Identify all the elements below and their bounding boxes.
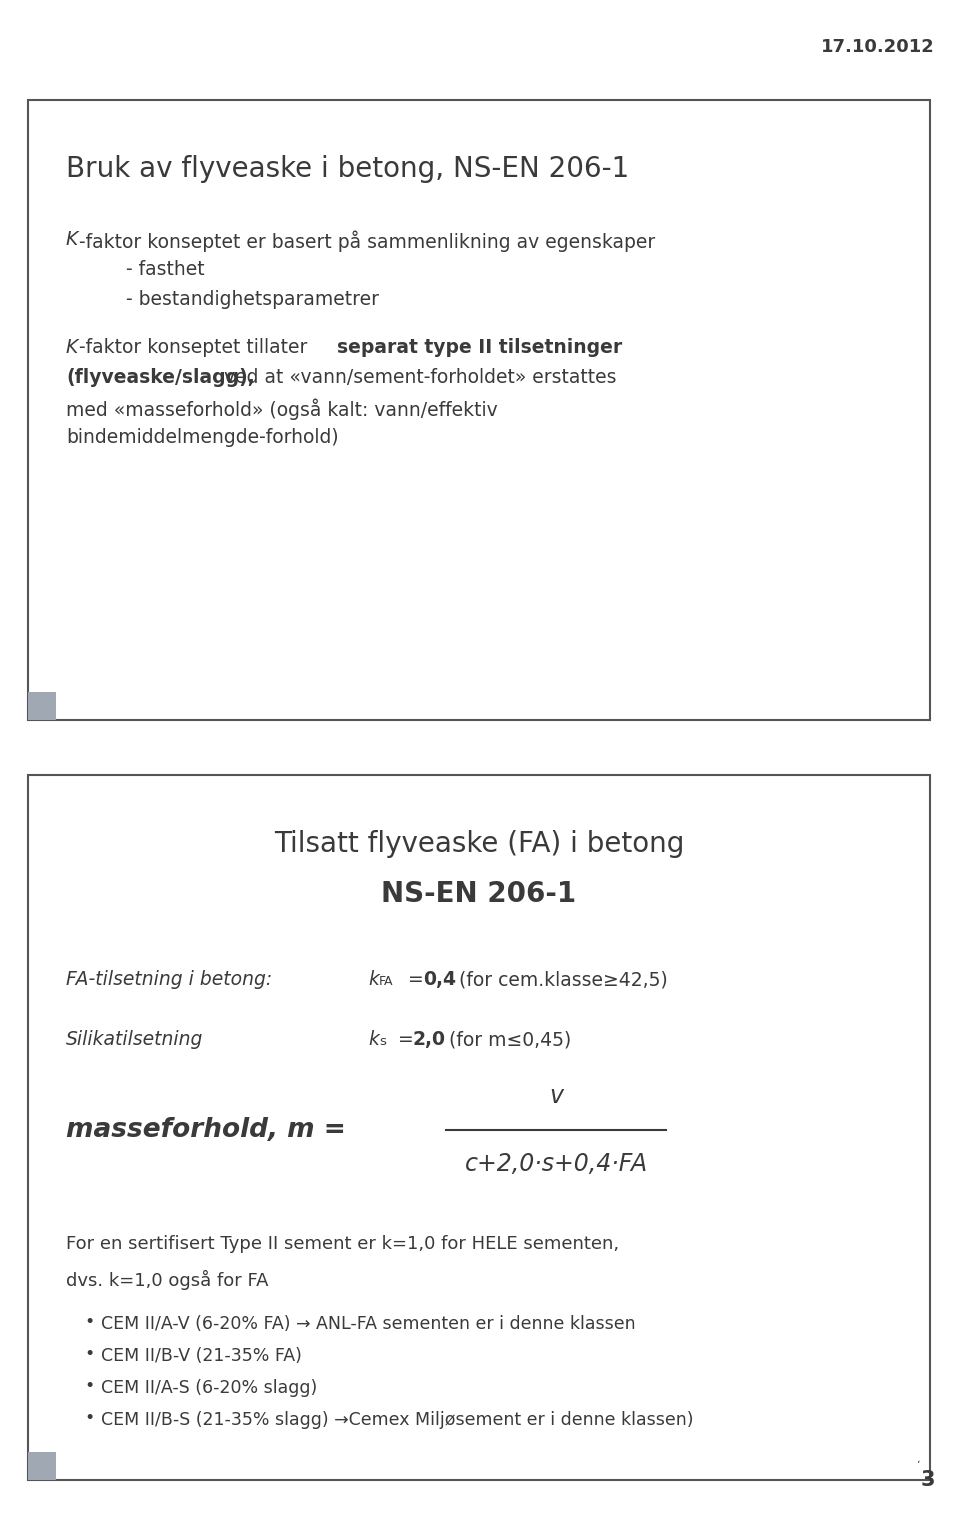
Text: ved at «vann/sement-forholdet» erstattes: ved at «vann/sement-forholdet» erstattes xyxy=(218,368,616,388)
Text: Bruk av flyveaske i betong, NS-EN 206-1: Bruk av flyveaske i betong, NS-EN 206-1 xyxy=(66,156,629,183)
Text: FA-tilsetning i betong:: FA-tilsetning i betong: xyxy=(66,971,273,989)
Text: =: = xyxy=(402,971,430,989)
Text: =: = xyxy=(392,1030,420,1048)
Text: K: K xyxy=(66,230,79,249)
FancyBboxPatch shape xyxy=(28,775,930,1480)
Text: K: K xyxy=(66,337,79,357)
Text: masseforhold, m =: masseforhold, m = xyxy=(66,1117,346,1143)
Text: (for cem.klasse≥42,5): (for cem.klasse≥42,5) xyxy=(453,971,668,989)
Text: 2,0: 2,0 xyxy=(413,1030,446,1048)
Text: ʼ: ʼ xyxy=(917,1460,920,1470)
Text: k: k xyxy=(368,1030,379,1048)
Text: -faktor konseptet tillater: -faktor konseptet tillater xyxy=(79,337,313,357)
Text: med «masseforhold» (også kalt: vann/effektiv: med «masseforhold» (også kalt: vann/effe… xyxy=(66,398,497,420)
Text: -faktor konseptet er basert på sammenlikning av egenskaper: -faktor konseptet er basert på sammenlik… xyxy=(79,230,656,252)
Text: CEM II/A-S (6-20% slagg): CEM II/A-S (6-20% slagg) xyxy=(101,1380,317,1396)
Text: k: k xyxy=(368,971,379,989)
Text: CEM II/B-S (21-35% slagg) →Cemex Miljøsement er i denne klassen): CEM II/B-S (21-35% slagg) →Cemex Miljøse… xyxy=(101,1412,693,1428)
Text: 0,4: 0,4 xyxy=(423,971,456,989)
Text: separat type II tilsetninger: separat type II tilsetninger xyxy=(337,337,622,357)
Text: Silikatilsetning: Silikatilsetning xyxy=(66,1030,204,1048)
Text: c+2,0·s+0,4·FA: c+2,0·s+0,4·FA xyxy=(465,1152,648,1177)
Text: FA: FA xyxy=(379,975,394,987)
FancyBboxPatch shape xyxy=(28,1453,56,1480)
Text: Tilsatt flyveaske (FA) i betong: Tilsatt flyveaske (FA) i betong xyxy=(274,830,684,858)
Text: For en sertifisert Type II sement er k=1,0 for HELE sementen,: For en sertifisert Type II sement er k=1… xyxy=(66,1235,619,1253)
Text: •: • xyxy=(84,1376,94,1395)
Text: (for m≤0,45): (for m≤0,45) xyxy=(443,1030,571,1048)
Text: •: • xyxy=(84,1312,94,1331)
Text: - bestandighetsparametrer: - bestandighetsparametrer xyxy=(96,290,379,308)
Text: - fasthet: - fasthet xyxy=(96,259,204,279)
Text: •: • xyxy=(84,1408,94,1427)
Text: NS-EN 206-1: NS-EN 206-1 xyxy=(381,881,577,908)
Text: dvs. k=1,0 også for FA: dvs. k=1,0 også for FA xyxy=(66,1270,269,1289)
Text: 3: 3 xyxy=(921,1470,935,1489)
Text: (flyveaske/slagg),: (flyveaske/slagg), xyxy=(66,368,254,388)
Text: •: • xyxy=(84,1344,94,1363)
Text: 17.10.2012: 17.10.2012 xyxy=(821,38,935,56)
FancyBboxPatch shape xyxy=(28,691,56,720)
Text: v: v xyxy=(549,1083,563,1108)
Text: CEM II/B-V (21-35% FA): CEM II/B-V (21-35% FA) xyxy=(101,1347,301,1364)
Text: bindemiddelmengde-forhold): bindemiddelmengde-forhold) xyxy=(66,427,339,447)
FancyBboxPatch shape xyxy=(28,101,930,720)
Text: CEM II/A-V (6-20% FA) → ANL-FA sementen er i denne klassen: CEM II/A-V (6-20% FA) → ANL-FA sementen … xyxy=(101,1315,636,1334)
Text: s: s xyxy=(379,1035,386,1048)
